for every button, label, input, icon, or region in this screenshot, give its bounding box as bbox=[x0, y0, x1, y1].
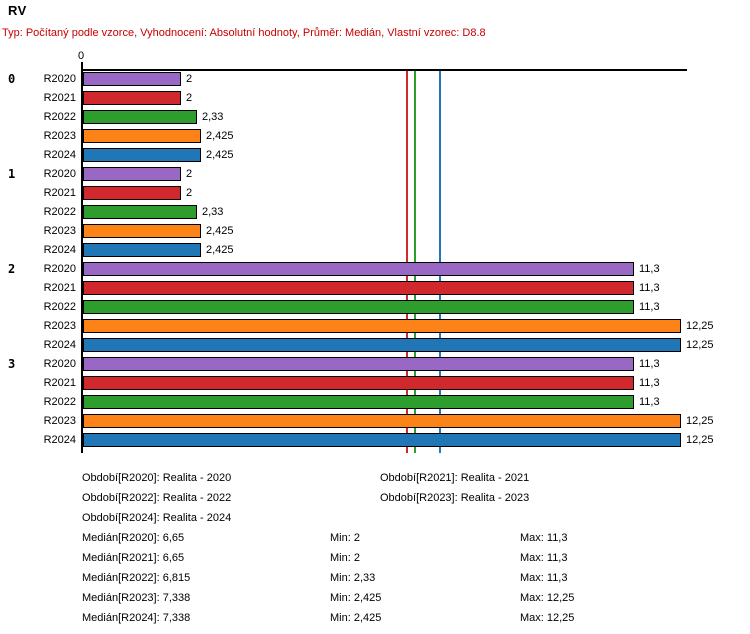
bar-3-R2020 bbox=[83, 357, 634, 371]
period-label: Období[R2021]: Realita - 2021 bbox=[380, 472, 530, 484]
bar-row-label: R2022 bbox=[43, 206, 76, 218]
max-stat: Max: 11,3 bbox=[520, 552, 568, 564]
period-label: Období[R2023]: Realita - 2023 bbox=[380, 492, 530, 504]
bar-0-R2020 bbox=[83, 72, 181, 86]
legend-row: Období[R2022]: Realita - 2022 Období[R20… bbox=[0, 491, 750, 505]
legend-row: Medián[R2022]: 6,815 Min: 2,33 Max: 11,3 bbox=[0, 571, 750, 585]
bar-row-label: R2020 bbox=[43, 263, 76, 275]
bar-2-R2024 bbox=[83, 338, 681, 352]
bar-1-R2020 bbox=[83, 167, 181, 181]
legend-row: Medián[R2023]: 7,338 Min: 2,425 Max: 12,… bbox=[0, 591, 750, 605]
bar-row-label: R2024 bbox=[43, 244, 76, 256]
bar-value-label: 2,425 bbox=[206, 244, 234, 256]
max-stat: Max: 12,25 bbox=[520, 612, 575, 624]
bar-0-R2021 bbox=[83, 91, 181, 105]
bar-row-label: R2024 bbox=[43, 339, 76, 351]
x-axis-line bbox=[81, 69, 687, 71]
min-stat: Min: 2,33 bbox=[330, 572, 376, 584]
median-stat: Medián[R2024]: 7,338 bbox=[82, 612, 191, 624]
chart-subtitle: Typ: Počítaný podle vzorce, Vyhodnocení:… bbox=[2, 27, 486, 39]
page-title: RV bbox=[8, 3, 27, 18]
bar-value-label: 12,25 bbox=[686, 339, 714, 351]
group-label: 0 bbox=[8, 72, 16, 86]
legend-row: Medián[R2021]: 6,65 Min: 2 Max: 11,3 bbox=[0, 551, 750, 565]
bar-value-label: 11,3 bbox=[639, 301, 660, 313]
period-label: Období[R2022]: Realita - 2022 bbox=[82, 492, 232, 504]
bar-row-label: R2022 bbox=[43, 301, 76, 313]
bar-value-label: 2,425 bbox=[206, 149, 234, 161]
bar-1-R2022 bbox=[83, 205, 197, 219]
bar-0-R2023 bbox=[83, 129, 201, 143]
bar-3-R2021 bbox=[83, 376, 634, 390]
bar-3-R2023 bbox=[83, 414, 681, 428]
bar-row-label: R2020 bbox=[43, 358, 76, 370]
max-stat: Max: 11,3 bbox=[520, 532, 568, 544]
bar-3-R2022 bbox=[83, 395, 634, 409]
median-stat: Medián[R2021]: 6,65 bbox=[82, 552, 185, 564]
bar-row-label: R2021 bbox=[43, 187, 76, 199]
bar-0-R2022 bbox=[83, 110, 197, 124]
bar-row-label: R2020 bbox=[43, 73, 76, 85]
bar-row-label: R2024 bbox=[43, 434, 76, 446]
median-stat: Medián[R2020]: 6,65 bbox=[82, 532, 185, 544]
bar-2-R2022 bbox=[83, 300, 634, 314]
bar-2-R2020 bbox=[83, 262, 634, 276]
bar-value-label: 2 bbox=[186, 92, 193, 104]
bar-value-label: 2 bbox=[186, 187, 193, 199]
bar-1-R2023 bbox=[83, 224, 201, 238]
bar-value-label: 2 bbox=[186, 73, 193, 85]
bar-2-R2023 bbox=[83, 319, 681, 333]
bar-value-label: 11,3 bbox=[639, 358, 660, 370]
bar-value-label: 2,425 bbox=[206, 225, 234, 237]
bar-row-label: R2022 bbox=[43, 396, 76, 408]
bar-value-label: 11,3 bbox=[639, 377, 660, 389]
bar-2-R2021 bbox=[83, 281, 634, 295]
bar-row-label: R2023 bbox=[43, 130, 76, 142]
bar-value-label: 2,425 bbox=[206, 130, 234, 142]
y-axis-line bbox=[81, 62, 83, 453]
bar-row-label: R2022 bbox=[43, 111, 76, 123]
bar-row-label: R2020 bbox=[43, 168, 76, 180]
bar-row-label: R2021 bbox=[43, 92, 76, 104]
bar-value-label: 11,3 bbox=[639, 396, 660, 408]
min-stat: Min: 2,425 bbox=[330, 592, 382, 604]
bar-value-label: 2,33 bbox=[202, 206, 224, 218]
bar-value-label: 12,25 bbox=[686, 320, 714, 332]
period-label: Období[R2024]: Realita - 2024 bbox=[82, 512, 232, 524]
min-stat: Min: 2 bbox=[330, 532, 360, 544]
legend-row: Medián[R2024]: 7,338 Min: 2,425 Max: 12,… bbox=[0, 611, 750, 625]
median-stat: Medián[R2023]: 7,338 bbox=[82, 592, 191, 604]
bar-value-label: 11,3 bbox=[639, 263, 660, 275]
bar-row-label: R2021 bbox=[43, 282, 76, 294]
bar-row-label: R2023 bbox=[43, 320, 76, 332]
period-label: Období[R2020]: Realita - 2020 bbox=[82, 472, 232, 484]
bar-value-label: 2 bbox=[186, 168, 193, 180]
max-stat: Max: 12,25 bbox=[520, 592, 575, 604]
bar-row-label: R2024 bbox=[43, 149, 76, 161]
group-label: 3 bbox=[8, 357, 16, 371]
bar-value-label: 12,25 bbox=[686, 415, 714, 427]
bar-value-label: 2,33 bbox=[202, 111, 224, 123]
median-stat: Medián[R2022]: 6,815 bbox=[82, 572, 191, 584]
group-label: 1 bbox=[8, 167, 16, 181]
group-label: 2 bbox=[8, 262, 16, 276]
legend-row: Období[R2024]: Realita - 2024 bbox=[0, 511, 750, 525]
bar-0-R2024 bbox=[83, 148, 201, 162]
min-stat: Min: 2 bbox=[330, 552, 360, 564]
legend-row: Období[R2020]: Realita - 2020 Období[R20… bbox=[0, 471, 750, 485]
max-stat: Max: 11,3 bbox=[520, 572, 568, 584]
legend-row: Medián[R2020]: 6,65 Min: 2 Max: 11,3 bbox=[0, 531, 750, 545]
bar-chart: 0 0 R2020 2 R2021 2 R2022 2,33 R2023 2,425 R2024 2… bbox=[8, 50, 714, 453]
bar-1-R2021 bbox=[83, 186, 181, 200]
min-stat: Min: 2,425 bbox=[330, 612, 382, 624]
bar-value-label: 11,3 bbox=[639, 282, 660, 294]
bar-row-label: R2021 bbox=[43, 377, 76, 389]
bar-row-label: R2023 bbox=[43, 225, 76, 237]
axis-origin-tick: 0 bbox=[78, 50, 85, 62]
bar-1-R2024 bbox=[83, 243, 201, 257]
bar-row-label: R2023 bbox=[43, 415, 76, 427]
bar-3-R2024 bbox=[83, 433, 681, 447]
bar-value-label: 12,25 bbox=[686, 434, 714, 446]
